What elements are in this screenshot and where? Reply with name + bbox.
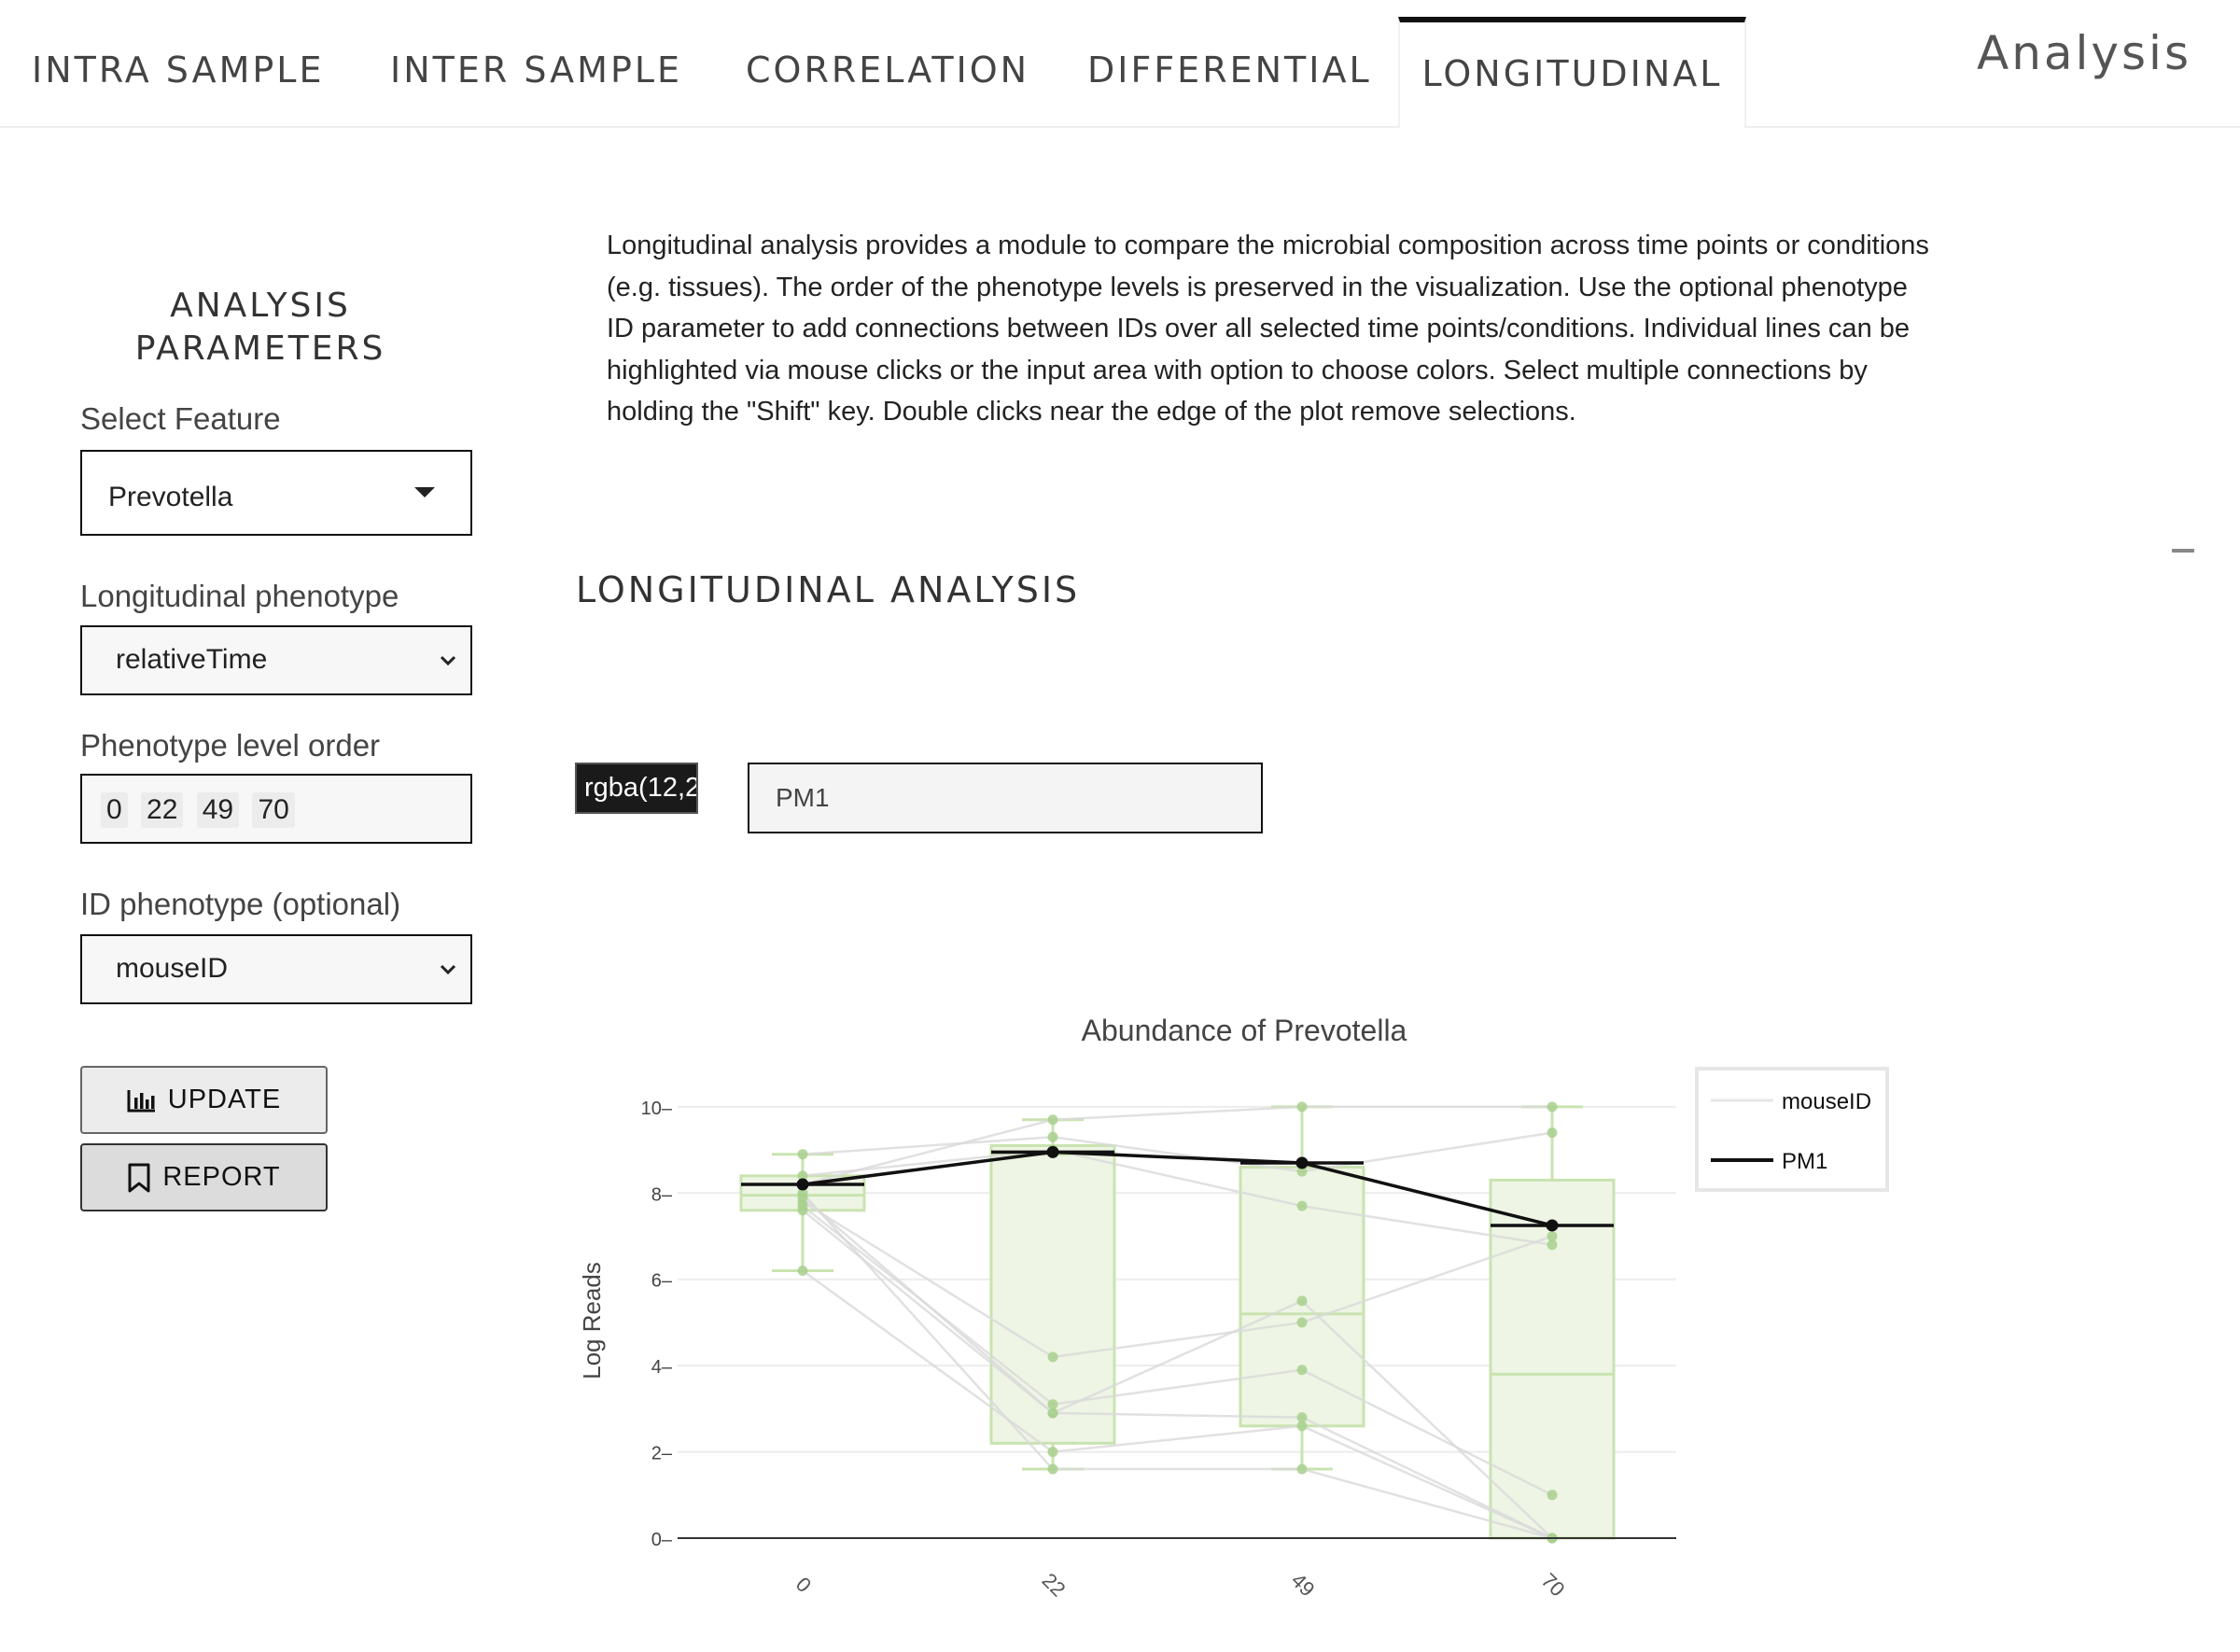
legend-label-pm1: PM1 — [1782, 1149, 1827, 1174]
id-line — [802, 1192, 1553, 1540]
highlight-point — [1295, 1156, 1309, 1169]
x-tick-label: 70 — [1537, 1568, 1570, 1601]
y-axis-title: Log Reads — [578, 1262, 606, 1379]
level-chip[interactable]: 49 — [196, 792, 240, 828]
x-tick-label: 0 — [791, 1573, 816, 1597]
chart-title: Abundance of Prevotella — [1082, 1014, 1407, 1047]
id-line — [802, 1105, 1552, 1186]
feature-select-value: Prevotella — [108, 482, 233, 512]
caret-down-icon — [414, 487, 435, 497]
data-point — [1047, 1399, 1058, 1410]
data-point — [1047, 1351, 1058, 1363]
highlight-point — [1046, 1145, 1059, 1158]
chevron-down-icon — [440, 964, 456, 974]
color-picker-input[interactable]: rgba(12,2 — [575, 763, 698, 814]
description-text: Longitudinal analysis provides a module … — [607, 231, 1929, 427]
id-line — [802, 1209, 1553, 1540]
longitudinal-phenotype-label: Longitudinal phenotype — [80, 579, 399, 613]
tab-longitudinal[interactable]: LONGITUDINAL — [1398, 17, 1746, 128]
data-point — [1547, 1239, 1558, 1251]
level-chip[interactable]: 22 — [141, 792, 184, 828]
data-point — [1296, 1365, 1308, 1376]
phenotype-select[interactable]: relativeTime — [80, 625, 472, 695]
tab-differential[interactable]: DIFFERENTIAL — [1087, 49, 1372, 91]
level-chip[interactable]: 0 — [101, 792, 128, 828]
update-button[interactable]: UPDATE — [80, 1066, 328, 1134]
highlight-point — [1546, 1219, 1559, 1232]
level-order-input[interactable]: 0 22 49 70 — [80, 774, 472, 844]
highlight-point — [796, 1178, 809, 1191]
data-point — [1547, 1101, 1558, 1113]
data-point — [1296, 1101, 1308, 1113]
tab-correlation[interactable]: CORRELATION — [746, 49, 1030, 91]
y-tick-label: 4– — [651, 1357, 673, 1378]
data-point — [1296, 1421, 1308, 1432]
y-tick-label: 6– — [651, 1271, 673, 1292]
tab-inter-sample[interactable]: INTER SAMPLE — [390, 49, 683, 91]
bar-chart-icon — [127, 1089, 155, 1112]
y-tick-label: 8– — [651, 1184, 673, 1205]
section-title: LONGITUDINAL ANALYSIS — [576, 569, 1081, 610]
legend: mouseID PM1 — [1695, 1067, 1889, 1192]
id-phenotype-label: ID phenotype (optional) — [80, 887, 401, 921]
y-tick-label: 2– — [651, 1444, 673, 1464]
data-point — [1047, 1131, 1058, 1142]
data-point — [1047, 1447, 1058, 1458]
id-line — [802, 1131, 1553, 1173]
x-tick-label: 22 — [1038, 1568, 1071, 1601]
legend-label-mouseid: mouseID — [1782, 1089, 1871, 1114]
data-point — [1547, 1490, 1558, 1501]
highlight-line-pm1 — [802, 1150, 1553, 1227]
data-point — [1296, 1463, 1308, 1475]
data-point — [797, 1265, 808, 1276]
id-line — [802, 1148, 1553, 1246]
data-point — [1296, 1166, 1308, 1177]
id-line — [802, 1196, 1553, 1539]
data-point — [1296, 1295, 1308, 1307]
y-tick-label: 10– — [641, 1099, 673, 1119]
collapse-icon[interactable] — [2172, 549, 2194, 553]
data-point — [797, 1149, 808, 1160]
data-point — [1047, 1114, 1058, 1126]
level-order-label: Phenotype level order — [80, 728, 381, 763]
id-line — [802, 1269, 1553, 1540]
data-point — [1296, 1317, 1308, 1328]
data-point — [1047, 1407, 1058, 1419]
data-point — [1547, 1231, 1558, 1242]
id-line — [802, 1200, 1553, 1359]
analysis-parameters-title: ANALYSIS PARAMETERS — [134, 287, 386, 368]
data-point — [1047, 1463, 1058, 1475]
phenotype-select-value: relativeTime — [116, 644, 268, 675]
tab-intra-sample[interactable]: INTRA SAMPLE — [32, 49, 325, 91]
report-button-label: REPORT — [162, 1162, 281, 1192]
bookmark-icon — [128, 1163, 150, 1192]
data-point — [1547, 1127, 1558, 1139]
data-point — [1296, 1200, 1308, 1211]
longitudinal-plot[interactable]: Abundance of Prevotella 0– 2– 4– 6– 8– 10– 0 22… — [560, 1003, 1904, 1638]
id-phenotype-select[interactable]: mouseID — [80, 934, 472, 1004]
data-point — [797, 1192, 808, 1203]
data-point — [797, 1205, 808, 1216]
id-phenotype-select-value: mouseID — [116, 953, 229, 984]
y-tick-label: 0– — [651, 1530, 673, 1550]
chevron-down-icon — [440, 655, 456, 665]
level-chip[interactable]: 70 — [252, 792, 295, 828]
data-point — [1296, 1412, 1308, 1423]
feature-select[interactable]: Prevotella — [80, 450, 472, 536]
data-point — [797, 1170, 808, 1182]
top-nav: INTRA SAMPLE INTER SAMPLE CORRELATION DI… — [0, 0, 2240, 128]
id-highlight-input[interactable]: PM1 — [748, 763, 1263, 833]
select-feature-label: Select Feature — [80, 401, 281, 436]
update-button-label: UPDATE — [167, 1085, 282, 1114]
x-tick-label: 49 — [1287, 1568, 1320, 1601]
report-button[interactable]: REPORT — [80, 1143, 328, 1211]
brand-title: Analysis — [1976, 26, 2191, 80]
